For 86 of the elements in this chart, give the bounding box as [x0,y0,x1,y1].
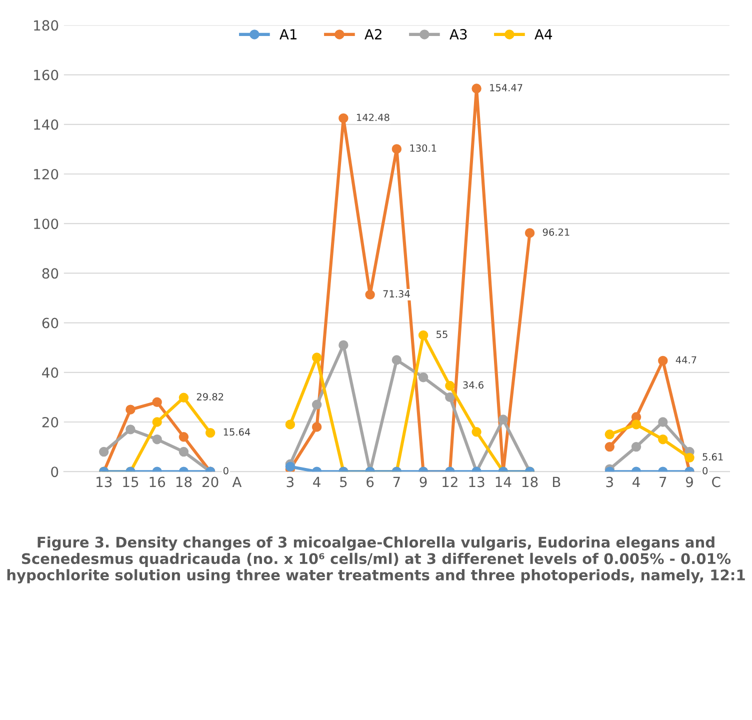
point [285,420,296,430]
point [98,446,109,457]
data-label: 5.61 [702,453,723,461]
x-tick-label: A [232,476,242,488]
x-tick-label: 4 [313,476,320,488]
y-tick-label: 40 [42,367,58,378]
y-tick-label: 100 [34,218,58,230]
x-tick-label: C [712,476,720,488]
x-tick-label: 20 [202,476,218,488]
data-label: 96.21 [542,228,570,236]
caption: Figure 3. Density changes of 3 micoalgae-Chlorella vulgaris, Eudorina elegans and Scenedesmus quadricauda (no. x 10⁶ cells/ml) at 3 differenet levels of 0.005% - 0.01% hypochlorite solution using three water treatments and three photoperiods, namely, 12:1 [7,536,745,584]
point [338,340,348,350]
x-tick-label: 5 [340,476,347,488]
data-label: 130.1 [410,144,436,152]
point [152,397,162,408]
point [178,432,189,442]
data-label: 29.82 [196,393,224,400]
point [445,392,455,402]
point [604,430,615,440]
legend-label: A3 [450,29,467,40]
point [126,424,136,434]
x-tick-label: 3 [606,476,613,488]
point [631,442,642,452]
y-tick-label: 140 [34,119,58,130]
point [418,330,428,340]
data-label: 154.47 [490,84,522,92]
x-tick-label: 6 [366,476,374,488]
point [684,452,694,463]
point [658,356,668,366]
point [472,427,482,437]
point [312,400,322,410]
point [392,355,402,365]
x-tick-label: 18 [176,476,192,488]
point [658,417,668,427]
point [178,446,189,457]
data-label: 44.7 [676,356,696,364]
x-tick-label: 18 [522,476,538,488]
point [205,428,216,438]
point [312,352,322,362]
data-label: 71.34 [383,290,410,298]
y-tick-label: 0 [51,466,58,478]
y-tick-label: 120 [34,168,58,180]
legend-label: A4 [534,29,552,40]
point [178,392,189,403]
legend-label: A2 [364,29,382,40]
x-tick-label: 13 [469,476,484,488]
y-tick-label: 160 [34,70,58,80]
y-tick-label: 180 [34,20,58,31]
x-tick-label: 15 [123,476,138,488]
point [418,372,428,382]
point [338,113,348,124]
data-label: 34.6 [463,381,484,389]
x-tick-label: 7 [660,476,666,488]
y-tick-label: 20 [42,416,58,428]
legend-label: A1 [280,29,297,40]
x-tick-label: 14 [496,476,512,488]
point [472,84,482,94]
data-label: 55 [436,330,448,338]
data-label: 0 [223,467,228,474]
x-tick-label: B [553,476,560,488]
point [498,414,508,424]
point [445,380,455,391]
data-label: 0 [702,467,708,474]
y-tick-label: 60 [42,318,58,328]
data-label: 15.64 [224,428,250,436]
x-tick-label: 7 [393,476,400,488]
data-label: 142.48 [357,114,390,122]
x-tick-label: 9 [420,476,427,488]
x-tick-label: 3 [286,476,294,488]
x-tick-label: 12 [442,476,458,488]
y-tick-label: 80 [42,268,58,279]
x-tick-label: 16 [150,476,166,488]
point [631,420,642,430]
point [152,434,162,444]
point [658,434,668,444]
point [392,144,402,154]
point [524,228,535,238]
point [312,422,322,432]
x-tick-label: 13 [96,476,112,488]
point [604,442,615,452]
point [152,417,162,427]
point [365,290,375,300]
point [126,404,136,414]
x-tick-label: 4 [632,476,640,488]
x-tick-label: 9 [686,476,693,488]
point [285,462,296,472]
